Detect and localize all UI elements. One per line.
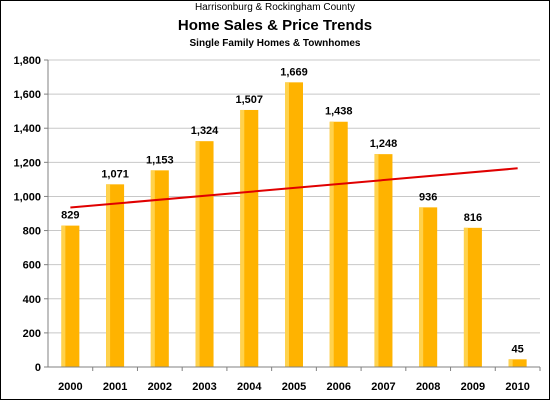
y-tick-label: 1,200 [13,157,41,169]
y-axis: 0 200 400 600 800 1,000 1,200 1,400 1,600 1,800 [13,55,49,374]
y-tick-label: 1,400 [13,123,41,135]
chart-title: Home Sales & Price Trends [177,17,373,34]
x-tick-label: 2002 [148,381,172,393]
data-label: 936 [419,191,437,203]
bar [240,109,259,367]
data-label: 1,071 [101,168,129,180]
data-label: 1,438 [325,106,353,118]
y-tick-label: 800 [23,226,41,238]
bar-highlight [195,141,200,367]
x-tick-label: 2000 [58,381,82,393]
bar-highlight [285,82,289,368]
bars [61,82,527,368]
y-tick-label: 400 [23,294,41,306]
y-tick-label: 0 [35,362,41,374]
x-tick-label: 2004 [237,381,262,393]
y-tick-label: 1,600 [13,89,41,101]
chart-subtitle: Single Family Homes & Townhomes [189,38,361,49]
bar [150,170,169,367]
bar-highlight [374,154,379,367]
y-tick-label: 600 [23,260,41,272]
bar-highlight [61,225,66,367]
y-tick-label: 1,000 [13,191,41,203]
x-tick-label: 2010 [505,381,529,393]
x-axis: 2000 2001 2002 2003 2004 2005 2006 2007 2008 2009… [48,366,541,393]
bar-highlight [106,184,111,367]
x-tick-label: 2006 [326,381,350,393]
x-tick-label: 2005 [282,381,306,393]
x-tick-label: 2007 [371,381,395,393]
bar-highlight [463,227,468,367]
bar [61,225,80,367]
y-tick-label: 200 [23,328,41,340]
data-label: 1,669 [280,66,308,78]
data-label: 1,248 [370,138,398,150]
bar-highlight [150,170,155,367]
bar [285,82,303,368]
trend-line [70,167,518,209]
bar [195,141,214,367]
chart-supertitle: Harrisonburg & Rockingham County [194,2,356,13]
bar [419,207,438,367]
bar-highlight [240,109,245,367]
x-tick-label: 2001 [103,381,127,393]
bar [463,227,482,367]
value-labels: 829 1,071 1,153 1,324 1,507 1,669 1,438 1,248 93… [61,66,524,355]
bar [508,359,527,367]
bar-highlight [508,359,513,367]
data-label: 1,507 [236,94,264,106]
bar [374,154,393,367]
x-tick-label: 2008 [416,381,440,393]
data-label: 829 [61,210,79,222]
bar-highlight [329,121,334,367]
data-label: 45 [512,343,524,355]
bar [106,184,125,367]
data-label: 816 [464,212,482,224]
trend-line-group [70,167,518,209]
x-tick-label: 2009 [461,381,485,393]
bar-highlight [419,207,424,367]
x-tick-label: 2003 [192,381,216,393]
data-label: 1,153 [146,154,174,166]
y-tick-label: 1,800 [13,55,41,67]
data-label: 1,324 [191,125,219,137]
